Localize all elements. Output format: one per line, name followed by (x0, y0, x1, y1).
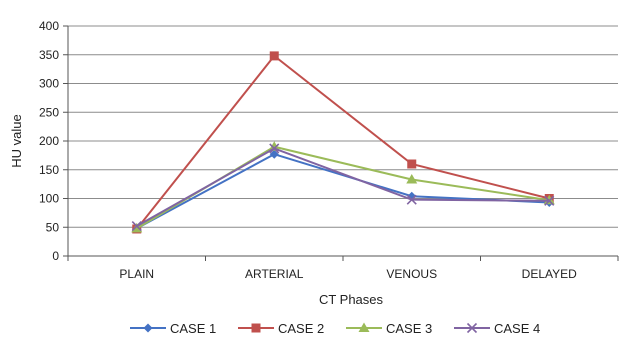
legend: CASE 1 CASE 2 CASE 3 CASE 4 (130, 321, 540, 336)
legend-label-case-1: CASE 1 (170, 321, 216, 336)
y-tick-label-250: 250 (39, 105, 59, 119)
legend-label-case-2: CASE 2 (278, 321, 324, 336)
legend-marker-case-3 (358, 322, 370, 332)
y-tick-label-0: 0 (52, 249, 59, 263)
x-tick-label-venous: VENOUS (386, 267, 437, 281)
y-axis-ticks: 0 50 100 150 200 250 300 350 400 (39, 19, 68, 263)
data-point-case-4-arterial (269, 143, 280, 154)
x-tick-label-delayed: DELAYED (522, 267, 577, 281)
series-case-4 (131, 143, 555, 232)
legend-label-case-3: CASE 3 (386, 321, 432, 336)
y-axis-title: HU value (9, 114, 24, 167)
series-line-case-2 (135, 54, 550, 230)
data-point-case-2-arterial (269, 51, 279, 61)
gridlines (68, 25, 618, 257)
data-point-case-2-venous (407, 159, 417, 169)
legend-item-case-4: CASE 4 (454, 321, 540, 336)
data-point-case-3-delayed (543, 194, 555, 205)
x-tick-label-plain: PLAIN (119, 267, 154, 281)
y-tick-label-150: 150 (39, 163, 59, 177)
legend-label-case-4: CASE 4 (494, 321, 540, 336)
y-tick-label-300: 300 (39, 77, 59, 91)
data-point-case-3-venous (406, 174, 418, 184)
legend-item-case-2: CASE 2 (238, 321, 324, 336)
axes (67, 26, 618, 257)
data-point-case-4-venous (406, 194, 417, 205)
y-tick-label-200: 200 (39, 134, 59, 148)
y-tick-label-400: 400 (39, 19, 59, 33)
data-point-case-4-plain (131, 221, 142, 232)
data-point-case-1-arterial (269, 149, 279, 159)
series-group (131, 51, 555, 234)
legend-item-case-3: CASE 3 (346, 321, 432, 336)
y-tick-label-50: 50 (46, 220, 60, 234)
data-point-case-3-arterial (268, 141, 280, 151)
x-tick-label-arterial: ARTERIAL (245, 267, 304, 281)
legend-item-case-1: CASE 1 (130, 321, 216, 336)
y-tick-label-100: 100 (39, 192, 59, 206)
series-line-case-4 (136, 147, 550, 227)
data-point-case-4-delayed (544, 195, 555, 206)
series-case-2 (132, 51, 554, 234)
x-axis-ticks: PLAIN ARTERIAL VENOUS DELAYED (67, 256, 619, 281)
y-tick-label-350: 350 (39, 48, 59, 62)
series-line-case-3 (136, 145, 550, 230)
legend-marker-case-1 (143, 323, 153, 333)
data-point-case-3-plain (131, 222, 143, 233)
legend-marker-case-2 (251, 323, 261, 333)
legend-marker-case-4 (466, 322, 478, 334)
x-axis-title: CT Phases (319, 292, 384, 307)
